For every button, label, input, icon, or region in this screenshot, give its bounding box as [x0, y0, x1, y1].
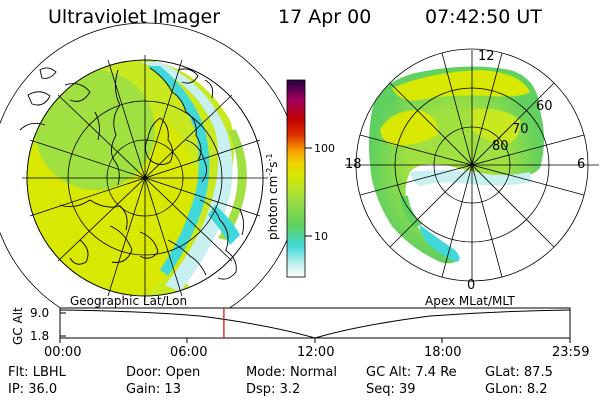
mlt-label-18: 18: [345, 157, 362, 172]
magnetic-grid: [345, 48, 599, 282]
colorbar-tick-100: 100: [314, 142, 335, 155]
observation-time: 07:42:50 UT: [425, 6, 542, 28]
observation-date: 17 Apr 00: [278, 6, 372, 28]
mlt-label-12: 12: [478, 49, 495, 64]
time-label-0000: 00:00: [44, 345, 82, 360]
altitude-time-ticks: [59, 338, 571, 343]
mlt-label-6: 6: [577, 157, 585, 172]
mlat-label-70: 70: [512, 122, 529, 137]
mlat-label-80: 80: [492, 139, 509, 154]
colorbar-unit-label: photon cm-2s-1: [265, 153, 280, 240]
gain-info: Gain: 13: [126, 382, 181, 397]
altitude-tick-high: 9.0: [30, 306, 49, 320]
magnetic-map: 12 18 6 0 60 70 80: [345, 48, 599, 293]
filter-info: Flt: LBHL: [8, 365, 66, 380]
mode-info: Mode: Normal: [246, 365, 337, 380]
mlt-label-0: 0: [467, 278, 475, 293]
seq-info: Seq: 39: [366, 382, 416, 397]
altitude-plot: GC Alt 9.0 1.8: [11, 306, 571, 345]
geographic-panel-label: Geographic Lat/Lon: [70, 294, 187, 308]
door-info: Door: Open: [126, 365, 201, 380]
dsp-info: Dsp: 3.2: [246, 382, 301, 397]
time-label-0600: 06:00: [170, 345, 208, 360]
gcalt-info: GC Alt: 7.4 Re: [366, 365, 457, 380]
color-scale-bar: 100 10 photon cm-2s-1: [265, 79, 335, 278]
glat-info: GLat: 87.5: [485, 365, 553, 380]
magnetic-panel-label: Apex MLat/MLT: [425, 294, 515, 308]
geographic-map: [0, 22, 301, 334]
ip-info: IP: 36.0: [8, 382, 58, 397]
coastlines: [19, 67, 245, 280]
glon-info: GLon: 8.2: [485, 382, 548, 397]
time-label-2359: 23:59: [552, 345, 590, 360]
altitude-tick-low: 1.8: [30, 329, 49, 343]
mlat-label-60: 60: [536, 99, 553, 114]
time-label-1200: 12:00: [297, 345, 335, 360]
time-label-1800: 18:00: [424, 345, 462, 360]
left-aurora-image: [27, 60, 263, 296]
altitude-axis-label: GC Alt: [11, 307, 25, 345]
instrument-title: Ultraviolet Imager: [48, 6, 221, 28]
colorbar-tick-10: 10: [314, 230, 328, 243]
